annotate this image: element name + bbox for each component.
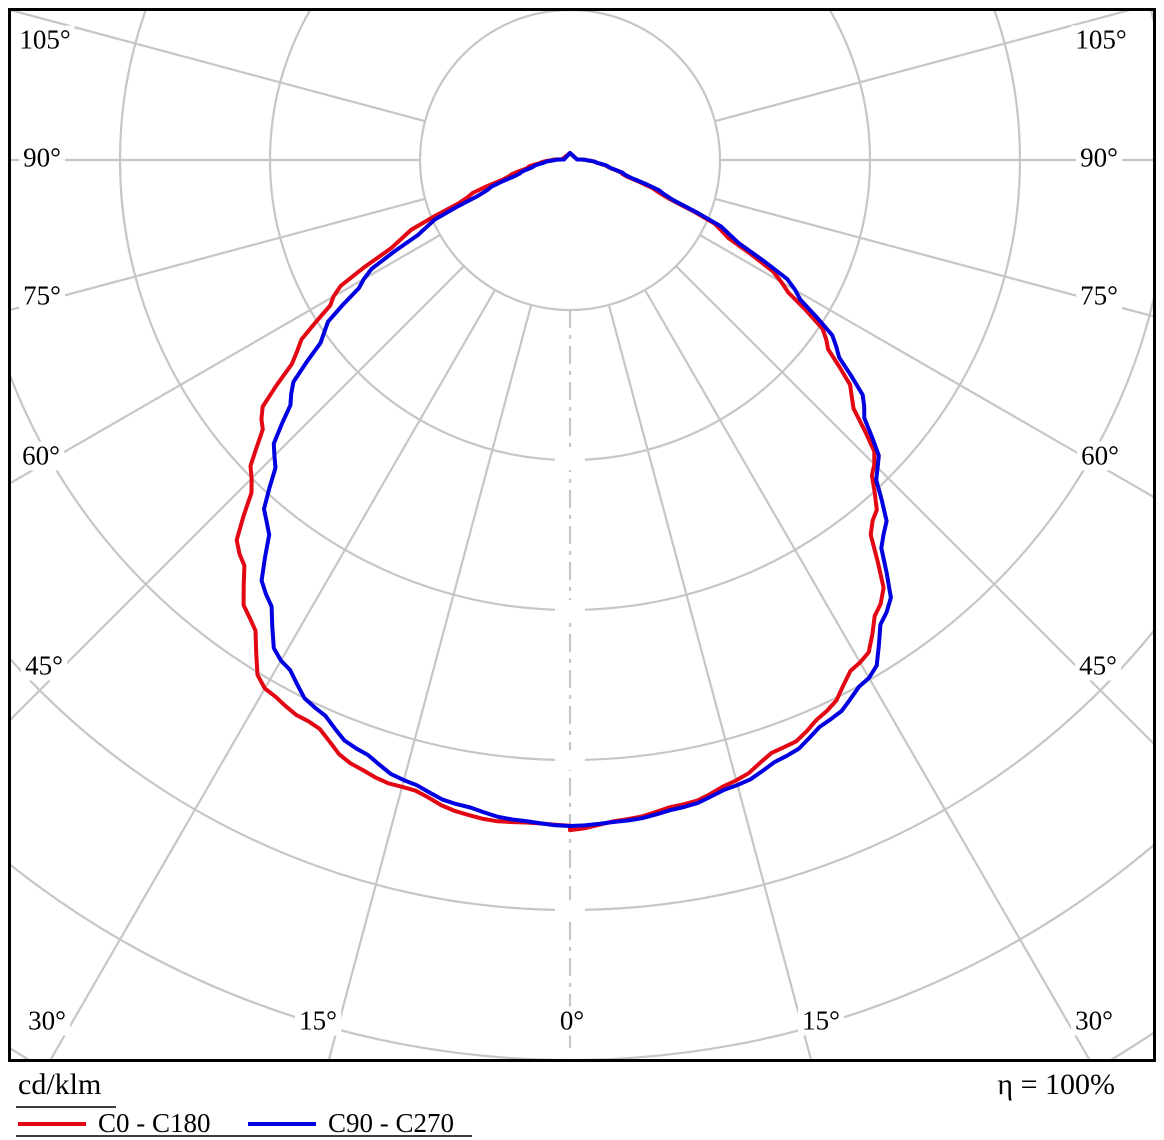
legend-label-c90-c270: C90 - C270 — [328, 1108, 455, 1138]
chart-footer: cd/klm η = 100% C0 - C180 C90 - C270 — [0, 1062, 1164, 1140]
grid-ring — [418, 11, 722, 312]
grid-radial-line — [714, 197, 1153, 318]
legend-label-c0-c180: C0 - C180 — [98, 1108, 211, 1138]
grid-radial-line — [11, 265, 465, 721]
curve-c90-c270 — [259, 151, 893, 828]
units-underline — [16, 1106, 116, 1108]
grid-radial-line — [327, 304, 533, 1059]
grid-radial-line — [644, 289, 1091, 1059]
grid-radial-line — [714, 11, 1131, 123]
efficiency-label: η = 100% — [997, 1068, 1115, 1101]
legend-swatch-c90-c270 — [248, 1122, 316, 1126]
polar-chart-canvas — [8, 8, 1156, 1062]
polar-photometric-diagram: 105° 90° 75° 60° 45° 30° 15° 0° 15° 30° 45° 60° 75° 9… — [8, 8, 1156, 1062]
grid-radial-line — [11, 234, 441, 485]
units-label: cd/klm — [18, 1068, 102, 1101]
legend-divider-line — [16, 1135, 472, 1137]
grid-radial-line — [699, 234, 1153, 498]
grid-radial-line — [49, 289, 496, 1059]
grid-radial-line — [675, 265, 1153, 745]
legend-swatch-c0-c180 — [18, 1122, 86, 1126]
plot-border — [8, 8, 1156, 1062]
axis-value-gap — [555, 900, 585, 920]
axis-value-gap — [555, 750, 585, 770]
curve-c0-c180 — [234, 151, 886, 833]
grid-radial-line — [11, 197, 426, 311]
grid-ring — [11, 11, 1153, 761]
grid-radial-line — [607, 304, 813, 1059]
axis-value-gap — [555, 450, 585, 470]
axis-value-gap — [555, 600, 585, 620]
grid-radial-line — [11, 11, 426, 123]
